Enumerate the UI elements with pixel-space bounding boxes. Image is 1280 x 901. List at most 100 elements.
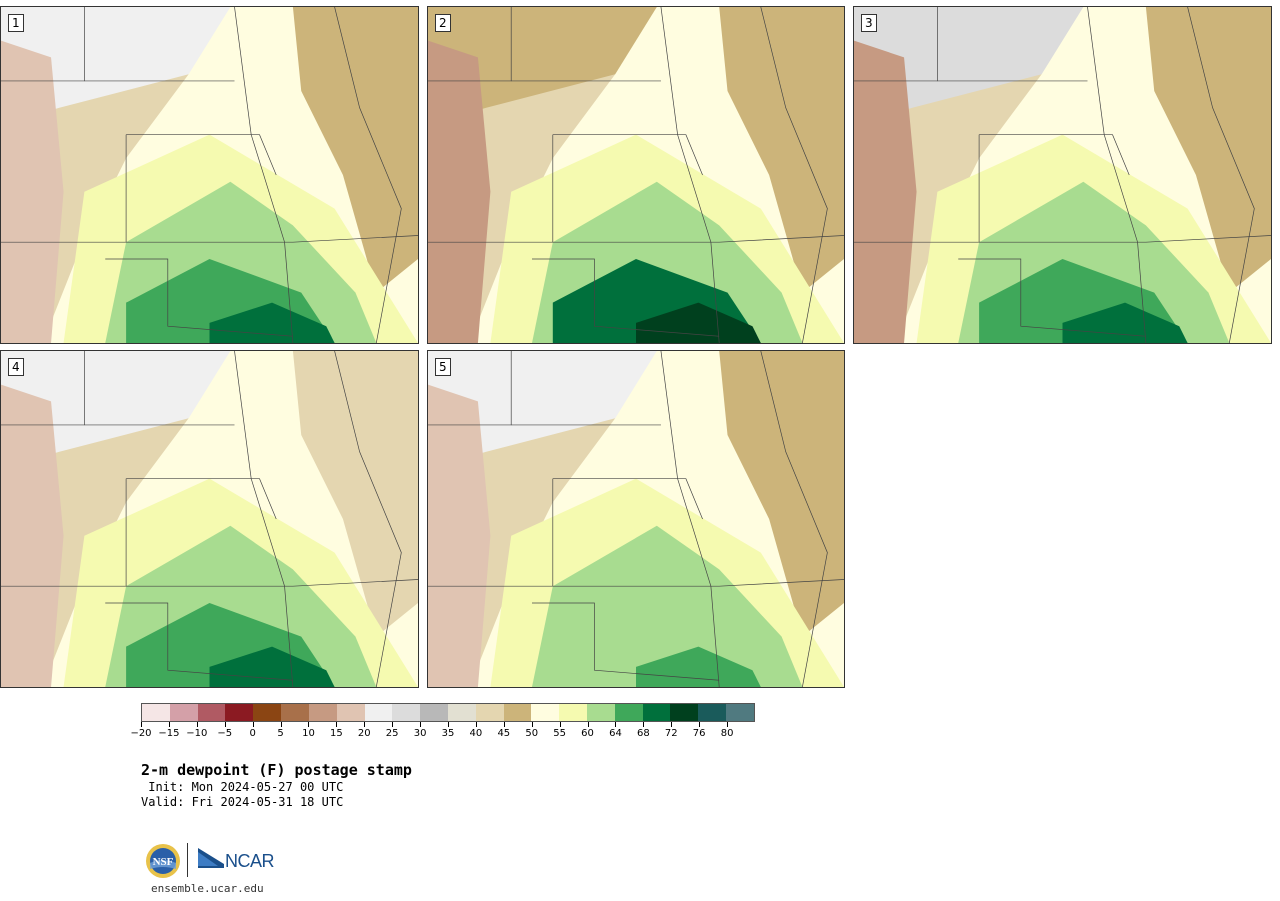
colorbar-swatch <box>642 704 671 721</box>
colorbar-tick <box>308 722 310 727</box>
panel-label: 5 <box>435 358 451 376</box>
colorbar-tick <box>615 722 617 727</box>
colorbar-tick-label: 64 <box>609 728 622 739</box>
state-boundary <box>105 258 293 337</box>
colorbar-swatch <box>614 704 643 721</box>
logo-separator <box>187 843 188 877</box>
colorbar-swatch <box>364 704 393 721</box>
colorbar-tick-label: 60 <box>581 728 594 739</box>
nsf-logo: NSF <box>146 844 180 878</box>
field-northwest <box>854 7 1084 125</box>
state-boundary <box>660 351 720 687</box>
colorbar-tick <box>727 722 729 727</box>
figure-title: 2-m dewpoint (F) postage stamp <box>141 761 412 779</box>
colorbar-tick-label: 20 <box>357 728 371 739</box>
colorbar-tick <box>364 722 366 727</box>
colorbar-swatch <box>142 704 170 721</box>
state-boundary <box>428 235 844 243</box>
valid-time: Valid: Fri 2024-05-31 18 UTC <box>141 795 344 809</box>
colorbar-tick-label: −5 <box>217 728 233 739</box>
colorbar-tick-label: 45 <box>497 728 511 739</box>
map-panel-1: 1 <box>0 6 419 344</box>
field-northwest <box>428 7 657 125</box>
field-east <box>292 7 418 293</box>
colorbar-tick <box>252 722 254 727</box>
colorbar-tick-label: 76 <box>692 728 706 739</box>
state-boundary <box>1 235 418 243</box>
colorbar-tick <box>280 722 282 727</box>
colorbar-tick-label: 35 <box>441 728 455 739</box>
state-boundary <box>552 478 703 520</box>
field-green-core <box>209 646 335 687</box>
field-west <box>1 40 64 343</box>
colorbar-tick <box>671 722 673 727</box>
colorbar-tick <box>643 722 645 727</box>
colorbar-tick <box>168 722 170 727</box>
state-boundary <box>1087 7 1147 343</box>
field-west <box>1 384 64 687</box>
colorbar-tick-label: 15 <box>329 728 343 739</box>
dewpoint-map-3 <box>854 7 1271 343</box>
state-boundary <box>234 7 294 343</box>
state-boundary <box>428 579 844 587</box>
map-panel-2: 2 <box>427 6 845 344</box>
panel-label: 3 <box>861 14 877 32</box>
field-east <box>1145 7 1271 293</box>
colorbar-swatch <box>253 704 282 721</box>
state-boundary <box>979 134 1130 176</box>
colorbar-swatch <box>531 704 560 721</box>
state-boundary <box>334 7 402 343</box>
colorbar-tick <box>699 722 701 727</box>
logos: NSF NCAR <box>145 843 275 879</box>
field-east <box>292 351 418 637</box>
field-east <box>719 351 844 637</box>
site-url: ensemble.ucar.edu <box>151 882 264 895</box>
field-northwest <box>428 351 657 469</box>
ncar-logo-mark <box>198 848 224 868</box>
state-boundary <box>532 258 720 337</box>
colorbar-tick <box>392 722 394 727</box>
colorbar-tick <box>559 722 561 727</box>
colorbar-swatch <box>225 704 254 721</box>
colorbar-swatch <box>392 704 421 721</box>
field-east <box>719 7 844 293</box>
state-boundary <box>234 351 294 687</box>
colorbar-tick <box>196 722 198 727</box>
field-green-core <box>636 302 761 343</box>
dewpoint-map-4 <box>1 351 418 687</box>
colorbar-tick-label: 50 <box>525 728 539 739</box>
colorbar-tick <box>224 722 226 727</box>
state-boundary <box>532 602 720 681</box>
colorbar-tick-label: 55 <box>553 728 566 739</box>
colorbar-tick <box>448 722 449 727</box>
colorbar-swatch <box>503 704 532 721</box>
colorbar-tick-label: 30 <box>413 728 427 739</box>
colorbar-swatch <box>670 704 699 721</box>
state-boundary <box>1 579 418 587</box>
colorbar-tick <box>420 722 422 727</box>
ncar-logo-text: NCAR <box>225 851 275 871</box>
colorbar-tick-label: −20 <box>130 728 152 739</box>
colorbar-tick-label: 0 <box>249 728 256 739</box>
colorbar-tick-label: 10 <box>302 728 315 739</box>
state-boundary <box>552 134 703 176</box>
map-panel-3: 3 <box>853 6 1272 344</box>
state-boundary <box>1187 7 1255 343</box>
colorbar-swatch <box>726 704 754 721</box>
state-boundary <box>334 351 402 687</box>
colorbar-tick-label: 72 <box>664 728 678 739</box>
state-boundary <box>854 235 1271 243</box>
panel-label: 2 <box>435 14 451 32</box>
field-green-core <box>636 646 761 687</box>
panel-label: 1 <box>8 14 24 32</box>
field-northwest <box>1 351 231 469</box>
state-boundary <box>105 602 293 681</box>
colorbar-tick-label: −15 <box>158 728 180 739</box>
colorbar-tick-label: 68 <box>636 728 650 739</box>
field-west <box>428 384 491 687</box>
state-boundary <box>958 258 1146 337</box>
colorbar-tick <box>475 722 477 727</box>
colorbar-tick <box>141 722 142 727</box>
map-panel-4: 4 <box>0 350 419 688</box>
map-panel-5: 5 <box>427 350 845 688</box>
